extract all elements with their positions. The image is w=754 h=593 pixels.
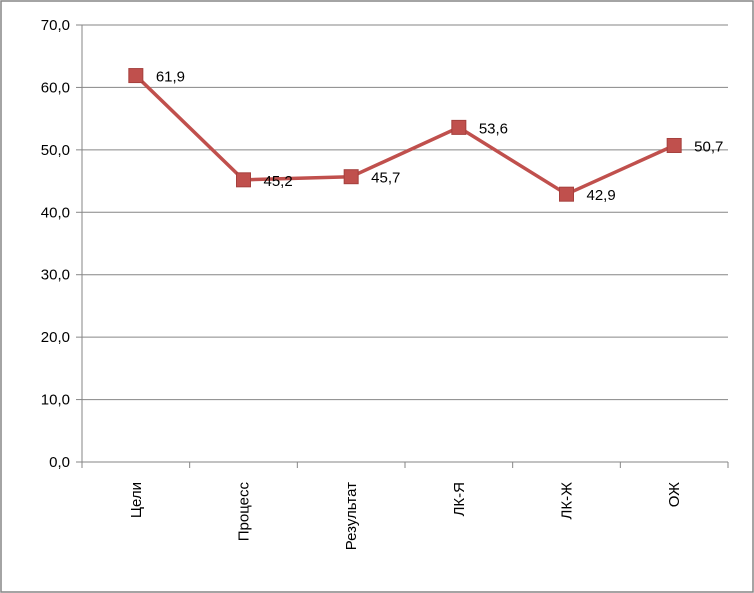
y-tick-label: 10,0 (41, 392, 70, 409)
data-point-marker (128, 68, 144, 84)
data-point-marker (559, 186, 574, 202)
y-tick-label: 50,0 (41, 142, 70, 159)
axes (76, 24, 729, 468)
data-point-marker (343, 169, 359, 185)
gridlines (82, 24, 728, 401)
y-tick-label: 60,0 (41, 79, 70, 96)
y-tick-label: 30,0 (41, 267, 70, 284)
x-category-label: ОЖ (666, 482, 683, 507)
x-category-label: Процесс (236, 482, 253, 542)
x-category-label: Результат (343, 482, 360, 550)
data-point-marker (236, 172, 251, 188)
data-point-marker (451, 119, 467, 135)
data-point-label: 61,9 (156, 69, 185, 86)
x-tick-labels: Цели Процесс Результат ЛК-Я ЛК-Ж ОЖ (128, 482, 683, 551)
data-point-label: 50,7 (694, 138, 723, 155)
y-tick-label: 20,0 (41, 329, 70, 346)
series-line (134, 73, 676, 196)
data-point-label: 42,9 (587, 187, 616, 204)
series-line (134, 73, 676, 196)
y-tick-label: 70,0 (41, 17, 70, 34)
x-category-label: ЛК-Я (451, 482, 468, 516)
data-point-label: 45,7 (371, 170, 400, 187)
x-category-label: ЛК-Ж (559, 482, 576, 520)
y-tick-labels: 0,0 10,0 20,0 30,0 40,0 50,0 60,0 70,0 (41, 17, 70, 471)
x-category-label: Цели (128, 482, 145, 518)
data-point-label: 45,2 (264, 173, 293, 190)
y-tick-label: 40,0 (41, 204, 70, 221)
data-labels: 61,9 45,2 45,7 53,6 42,9 50,7 (156, 69, 724, 205)
y-tick-label: 0,0 (49, 454, 70, 471)
series-markers (128, 68, 682, 202)
data-point-label: 53,6 (479, 120, 508, 137)
data-point-marker (666, 137, 682, 153)
